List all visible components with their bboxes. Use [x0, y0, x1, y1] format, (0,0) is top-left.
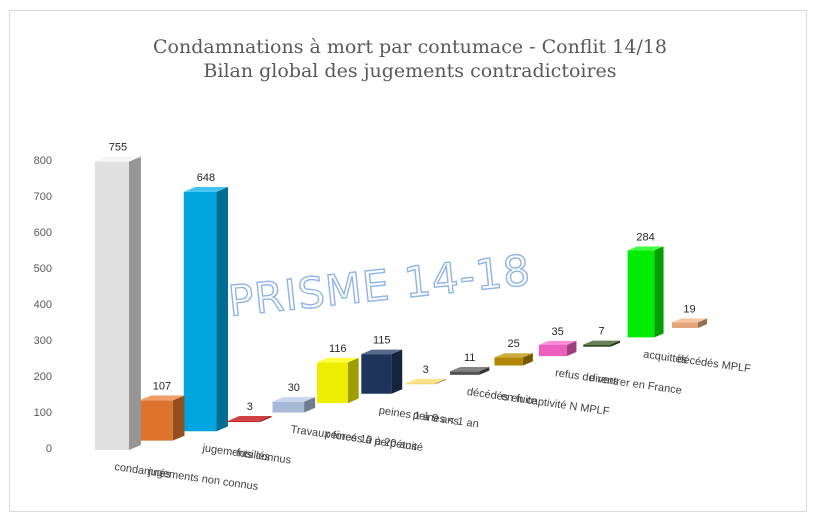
- y-tick-label: 0: [46, 443, 52, 455]
- y-tick-label: 600: [34, 227, 52, 239]
- category-label: jugements non connus: [147, 466, 260, 493]
- bar-side: [347, 357, 359, 404]
- bar-top: [627, 246, 664, 251]
- bar: [95, 156, 141, 451]
- bar-top: [272, 397, 316, 402]
- bar: [450, 367, 490, 375]
- data-label: 648: [197, 172, 215, 184]
- bar-side: [610, 340, 620, 347]
- bar-front: [361, 354, 392, 394]
- bar: [228, 416, 272, 422]
- chart-title: Condamnations à mort par contumace - Con…: [153, 36, 667, 58]
- bar-side: [260, 416, 272, 422]
- bar-front: [583, 344, 611, 347]
- data-label: 3: [423, 364, 429, 376]
- y-tick-label: 800: [34, 155, 52, 167]
- bar-side: [522, 353, 533, 366]
- bar: [405, 378, 446, 385]
- bar-front: [183, 191, 217, 432]
- data-label: 115: [373, 335, 391, 347]
- category-label: décédés MPLF: [677, 353, 752, 375]
- category-label: refus de rentrer en France: [554, 367, 682, 397]
- bar: [361, 349, 403, 394]
- category-label: décédés en captivité N MPLF: [466, 386, 610, 418]
- data-label: 116: [329, 343, 347, 355]
- data-label: 35: [552, 326, 564, 338]
- data-label: 19: [683, 303, 695, 315]
- data-label: 7: [599, 326, 605, 338]
- bar-side: [172, 395, 185, 441]
- y-tick-label: 700: [34, 191, 52, 203]
- bar-top: [405, 378, 446, 384]
- bar-top: [494, 353, 533, 358]
- bar-side: [566, 340, 577, 357]
- data-label: 755: [109, 142, 127, 154]
- bar-top: [316, 357, 359, 363]
- data-label: 25: [508, 338, 520, 350]
- category-label: divers: [588, 372, 619, 388]
- category-label: peines 10 à 20 ans: [324, 428, 418, 453]
- data-label: 284: [636, 231, 654, 243]
- bar-top: [538, 340, 577, 345]
- bar-top: [95, 156, 141, 162]
- y-tick-label: 400: [34, 299, 52, 311]
- bar: [272, 397, 316, 413]
- bar-top: [450, 367, 490, 372]
- bar-side: [216, 187, 229, 432]
- bar-front: [538, 344, 567, 357]
- data-label: 3: [247, 401, 253, 413]
- bar-side: [479, 367, 490, 375]
- bar-side: [391, 349, 403, 394]
- bar-top: [361, 349, 403, 355]
- bar-side: [304, 397, 316, 413]
- category-label: peines < 1 an: [412, 409, 479, 430]
- bar-side: [435, 378, 446, 385]
- bar-top: [583, 340, 620, 345]
- bar-front: [494, 357, 523, 366]
- bar-top: [139, 395, 185, 401]
- bar-side: [698, 318, 708, 328]
- bar-side: [129, 156, 141, 451]
- bar-front: [228, 420, 261, 422]
- bar: [183, 187, 229, 432]
- bar-front: [316, 362, 348, 404]
- bar-front: [272, 401, 305, 413]
- bar: [627, 246, 664, 338]
- bar-front: [672, 322, 698, 328]
- data-label: 30: [288, 382, 300, 394]
- data-label: 107: [153, 381, 171, 393]
- category-label: fusillés: [236, 447, 271, 464]
- bar-front: [95, 161, 129, 450]
- category-label: en fuite: [500, 391, 537, 408]
- bar-top: [183, 187, 229, 192]
- chart-subtitle: Bilan global des jugements contradictoir…: [203, 60, 617, 82]
- y-tick-label: 200: [34, 371, 52, 383]
- bar: [139, 395, 185, 441]
- bar-front: [450, 371, 480, 375]
- watermark-text: PRISME 14-18: [226, 245, 533, 325]
- y-tick-label: 100: [34, 407, 52, 419]
- bar: [672, 318, 708, 328]
- bar: [316, 357, 359, 404]
- bar-top: [672, 318, 708, 323]
- bar: [538, 340, 577, 357]
- bar-top: [228, 416, 272, 421]
- bar-front: [139, 400, 173, 441]
- y-tick-label: 300: [34, 335, 52, 347]
- data-label: 11: [464, 352, 475, 364]
- bar: [583, 340, 620, 347]
- y-tick-label: 500: [34, 263, 52, 275]
- bar-front: [405, 383, 436, 385]
- bar: [494, 353, 533, 366]
- bar-side: [654, 246, 664, 338]
- bar-front: [627, 250, 655, 338]
